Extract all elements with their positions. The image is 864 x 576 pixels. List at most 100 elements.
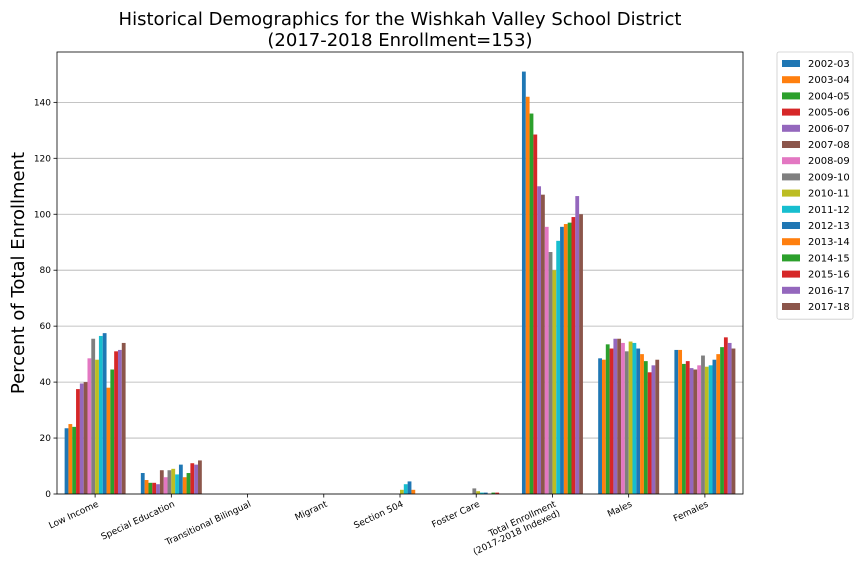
bar — [712, 359, 717, 494]
bar — [601, 359, 606, 494]
bar — [651, 365, 656, 494]
legend-swatch — [782, 286, 800, 294]
x-tick-label: Total Enrollment(2017-2018 Indexed) — [468, 499, 563, 557]
bar — [556, 240, 561, 494]
bar — [609, 348, 614, 494]
bar — [731, 348, 736, 494]
legend-box — [776, 51, 854, 320]
bar — [697, 365, 702, 494]
y-axis-label: Percent of Total Enrollment — [8, 152, 29, 394]
bar — [632, 342, 637, 494]
bar — [175, 474, 179, 494]
bar — [87, 358, 92, 494]
bar — [403, 484, 408, 494]
bar — [575, 196, 580, 494]
bar — [117, 349, 122, 494]
bar — [552, 270, 557, 494]
y-axis: 0 20 40 60 80 100 120 140 — [34, 98, 57, 500]
legend-label: 2016-17 — [808, 286, 850, 297]
bar — [541, 194, 545, 494]
y-tick-label: 140 — [34, 98, 51, 108]
x-tick-label: Transitional Bilingual — [163, 500, 253, 549]
x-tick-label: Foster Care — [431, 499, 482, 530]
legend-swatch — [782, 205, 800, 213]
bar — [190, 463, 195, 494]
bar — [156, 484, 160, 494]
bar — [400, 489, 404, 494]
legend-swatch — [782, 238, 800, 246]
bar — [716, 354, 721, 494]
bar — [617, 338, 622, 494]
bar — [571, 217, 576, 494]
bar — [682, 363, 686, 494]
bar — [605, 344, 610, 494]
y-tick-label: 120 — [34, 154, 51, 164]
bar — [613, 338, 618, 494]
bar — [560, 226, 564, 494]
bar — [640, 354, 644, 494]
legend-label: 2003-04 — [808, 75, 850, 86]
bar — [495, 492, 500, 494]
legend-swatch — [782, 173, 800, 181]
legend-label: 2012-13 — [808, 221, 850, 232]
bar — [102, 333, 107, 494]
legend-swatch — [782, 141, 800, 148]
bar — [144, 480, 149, 494]
legend-swatch — [782, 108, 800, 116]
bar — [480, 492, 484, 494]
bar — [163, 477, 168, 494]
bar — [701, 355, 705, 494]
bar — [720, 347, 724, 494]
bar — [178, 464, 183, 494]
bar — [198, 460, 202, 494]
legend-swatch — [782, 76, 800, 84]
x-tick-label: Males — [606, 500, 634, 520]
legend-swatch — [782, 157, 800, 165]
bar — [95, 359, 99, 494]
bar — [704, 366, 709, 494]
bar — [83, 382, 88, 494]
legend-swatch — [782, 92, 800, 100]
bar — [152, 482, 157, 494]
legend-label: 2013-14 — [808, 237, 850, 248]
bar — [171, 468, 176, 494]
bars — [64, 71, 736, 494]
bar — [186, 473, 191, 494]
bar — [182, 477, 187, 494]
bar — [624, 351, 629, 494]
bar — [693, 369, 698, 494]
chart-subtitle: (2017-2018 Enrollment=153) — [267, 30, 532, 51]
legend-label: 2002-03 — [808, 59, 850, 70]
bar — [68, 424, 73, 494]
bar — [72, 426, 77, 494]
bar — [567, 222, 572, 494]
bar — [411, 489, 416, 494]
x-tick-label: Migrant — [294, 499, 330, 523]
x-tick-label: Special Education — [100, 500, 177, 543]
bar — [579, 214, 583, 494]
bar — [79, 383, 84, 494]
bar — [727, 342, 732, 494]
bar — [483, 492, 488, 494]
x-tick-label: Low Income — [47, 499, 100, 531]
chart-title: Historical Demographics for the Wishkah … — [119, 9, 682, 30]
y-tick-label: 80 — [40, 266, 52, 276]
bar — [708, 365, 713, 494]
legend-label: 2006-07 — [808, 124, 850, 135]
bar — [537, 186, 542, 494]
bar — [689, 368, 694, 494]
legend-swatch — [782, 124, 800, 132]
grid-lines — [57, 101, 743, 495]
bar — [407, 481, 412, 494]
y-tick-label: 40 — [40, 378, 52, 388]
bar — [148, 482, 153, 494]
legend: 2002-03 2003-04 2004-05 2005-06 2006-07 2007-… — [776, 51, 854, 320]
legend-label: 2014-15 — [808, 253, 850, 264]
bar — [621, 342, 625, 494]
bar — [110, 369, 115, 494]
bar — [525, 96, 530, 494]
bar — [91, 338, 96, 494]
bar — [533, 134, 538, 494]
legend-label: 2004-05 — [808, 91, 850, 102]
